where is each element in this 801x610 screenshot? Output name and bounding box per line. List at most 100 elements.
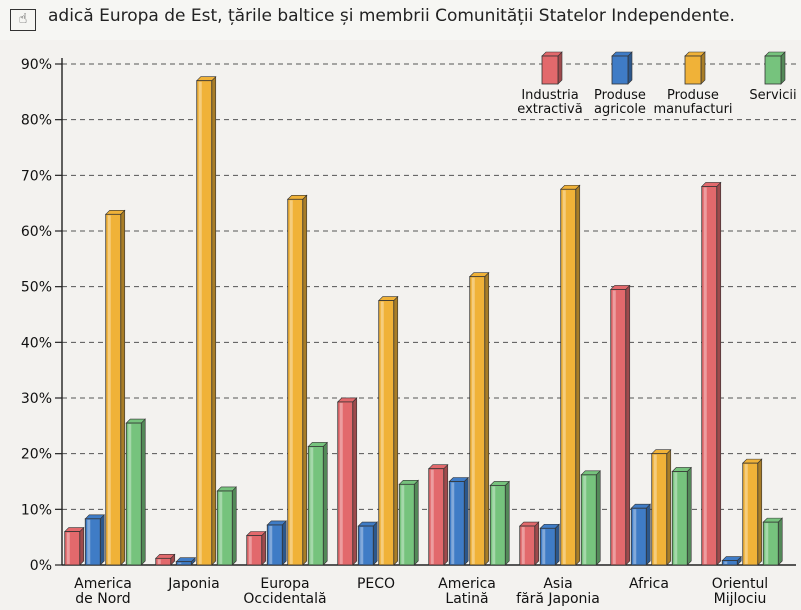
category-label-line: Occidentală bbox=[243, 591, 326, 607]
legend-swatch bbox=[684, 55, 702, 85]
legend-swatch-side bbox=[780, 51, 786, 85]
bar-highlight bbox=[269, 525, 273, 564]
bar-highlight bbox=[219, 491, 223, 564]
category-label: Asia fără Japonia bbox=[516, 576, 600, 607]
legend-label-line: manufacturi bbox=[653, 102, 732, 117]
legend-swatch bbox=[764, 55, 782, 85]
category-labels: America de Nord Japonia Europa Occidentală PE… bbox=[74, 576, 768, 607]
bar bbox=[125, 422, 142, 566]
bar bbox=[357, 525, 374, 566]
legend-label: Produse manufacturi bbox=[653, 88, 732, 117]
bar bbox=[196, 80, 213, 566]
bar-side bbox=[716, 181, 722, 566]
legend-swatch-side bbox=[700, 51, 706, 85]
category-label-line: Japonia bbox=[167, 576, 220, 592]
category-label-line: America bbox=[74, 576, 132, 592]
bar-side bbox=[666, 448, 672, 566]
legend-label-line: extractivă bbox=[517, 102, 582, 117]
bars bbox=[64, 75, 783, 566]
category-label: Europa Occidentală bbox=[243, 576, 326, 607]
y-tick-label: 70% bbox=[21, 168, 52, 184]
bar bbox=[84, 518, 101, 566]
bar bbox=[610, 289, 627, 566]
bar-highlight bbox=[401, 485, 405, 564]
bar-highlight bbox=[360, 527, 364, 564]
bar-side bbox=[120, 209, 126, 566]
bar bbox=[519, 525, 536, 566]
bar-side bbox=[281, 520, 287, 566]
category-label-line: Orientul bbox=[712, 576, 768, 592]
bar bbox=[560, 188, 577, 566]
bar bbox=[64, 531, 81, 566]
bar-side bbox=[504, 480, 510, 566]
bar-side bbox=[393, 295, 399, 566]
bar-highlight bbox=[471, 277, 475, 564]
bar-highlight bbox=[451, 482, 455, 564]
bar-highlight bbox=[66, 532, 70, 564]
bar-side bbox=[757, 458, 763, 566]
bar bbox=[630, 507, 647, 566]
legend-label: Servicii bbox=[749, 88, 796, 103]
bar-highlight bbox=[703, 187, 707, 564]
bar-side bbox=[302, 194, 308, 566]
bar bbox=[580, 474, 597, 566]
y-tick-label: 50% bbox=[21, 280, 52, 296]
category-label-line: de Nord bbox=[75, 591, 130, 607]
bar-highlight bbox=[653, 454, 657, 564]
bar-highlight bbox=[248, 536, 252, 564]
bar bbox=[378, 300, 395, 566]
bar-side bbox=[463, 476, 469, 566]
bar bbox=[337, 401, 354, 566]
bar-highlight bbox=[310, 447, 314, 564]
bar-highlight bbox=[542, 529, 546, 564]
bar-side bbox=[686, 466, 692, 566]
category-label-line: Europa bbox=[260, 576, 309, 592]
legend-swatch-top bbox=[611, 51, 633, 57]
bar bbox=[762, 521, 779, 566]
bar-side bbox=[625, 284, 631, 566]
bar-highlight bbox=[157, 559, 161, 564]
bar bbox=[105, 213, 122, 566]
category-label: Africa bbox=[629, 576, 669, 592]
bar-side bbox=[534, 521, 540, 566]
y-tick-label: 10% bbox=[21, 502, 52, 518]
y-tick-label: 20% bbox=[21, 447, 52, 463]
y-tick-label: 60% bbox=[21, 224, 52, 240]
bar-side bbox=[140, 418, 146, 566]
bar-side bbox=[777, 517, 783, 566]
legend-label-line: agricole bbox=[594, 102, 646, 117]
bar-highlight bbox=[562, 190, 566, 564]
gridlines bbox=[62, 63, 796, 510]
bar bbox=[287, 198, 304, 566]
category-label-line: fără Japonia bbox=[516, 591, 600, 607]
category-label-line: Asia bbox=[543, 576, 572, 592]
bar-side bbox=[595, 470, 601, 566]
bar bbox=[175, 561, 192, 566]
y-tick-label: 30% bbox=[21, 391, 52, 407]
bar bbox=[155, 557, 172, 566]
bar-highlight bbox=[430, 469, 434, 564]
axes: 0% 10% 20% 30% 40% 50% 60% 70% 80% 90% bbox=[21, 57, 796, 574]
bar-highlight bbox=[128, 424, 132, 564]
category-label: Japonia bbox=[167, 576, 220, 592]
legend-label: Industria extractivă bbox=[517, 88, 582, 117]
category-label-line: Mijlociu bbox=[714, 591, 767, 607]
bar-highlight bbox=[724, 561, 728, 564]
legend-label-line: Servicii bbox=[749, 88, 796, 103]
bar-highlight bbox=[612, 290, 616, 564]
legend-label-line: Produse bbox=[667, 88, 719, 103]
y-tick-label: 40% bbox=[21, 335, 52, 351]
y-tick-label: 80% bbox=[21, 113, 52, 129]
bar-side bbox=[645, 503, 651, 566]
bar bbox=[246, 535, 263, 566]
legend-swatch-side bbox=[627, 51, 633, 85]
bar bbox=[539, 527, 556, 566]
bar bbox=[651, 453, 668, 566]
category-label-line: PECO bbox=[357, 576, 395, 592]
bar-side bbox=[554, 523, 560, 566]
bar-highlight bbox=[198, 81, 202, 564]
bar-highlight bbox=[633, 509, 637, 564]
bar bbox=[266, 524, 283, 566]
legend-swatch-top bbox=[764, 51, 786, 57]
y-tick-label: 0% bbox=[30, 558, 52, 574]
